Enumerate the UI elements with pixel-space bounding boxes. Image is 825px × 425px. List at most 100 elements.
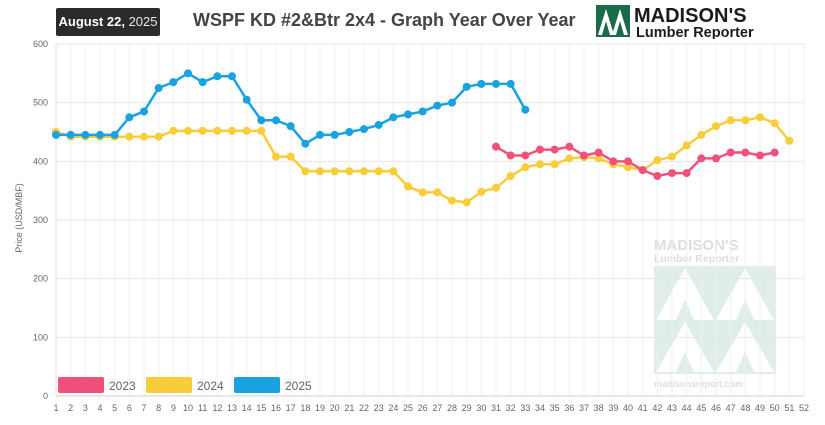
- data-point-2024: [345, 167, 354, 176]
- data-point-2024: [418, 188, 427, 197]
- x-tick-label: 1: [53, 403, 58, 413]
- x-tick-label: 44: [682, 403, 692, 413]
- data-point-2023: [609, 157, 618, 166]
- data-point-2024: [389, 167, 398, 176]
- data-point-2025: [154, 84, 163, 92]
- y-tick-label: 200: [33, 274, 48, 284]
- data-point-2025: [66, 130, 75, 139]
- data-point-2025: [286, 122, 295, 131]
- x-tick-label: 50: [770, 403, 780, 413]
- data-point-2024: [433, 188, 442, 197]
- x-tick-label: 33: [520, 403, 530, 413]
- data-point-2023: [726, 148, 735, 157]
- y-tick-label: 400: [33, 156, 48, 166]
- x-tick-label: 8: [156, 403, 161, 413]
- data-point-2024: [330, 167, 339, 176]
- data-point-2023: [741, 148, 750, 157]
- watermark-line2: Lumber Reporter: [654, 253, 739, 265]
- data-point-2024: [360, 167, 368, 176]
- data-point-2025: [301, 139, 310, 148]
- x-tick-label: 14: [242, 403, 252, 413]
- watermark-line1: MADISON'S: [654, 237, 738, 254]
- data-point-2024: [756, 113, 764, 122]
- legend-label-2024: 2024: [197, 379, 224, 393]
- data-point-2024: [301, 167, 310, 176]
- data-point-2023: [624, 157, 632, 166]
- data-point-2025: [462, 82, 471, 91]
- data-point-2024: [624, 163, 632, 172]
- data-point-2025: [272, 116, 280, 125]
- chart-series: [52, 69, 794, 207]
- data-point-2025: [96, 130, 104, 139]
- data-point-2023: [756, 151, 764, 160]
- data-point-2025: [140, 107, 148, 116]
- data-point-2023: [550, 145, 559, 154]
- legend-label-2023: 2023: [109, 379, 136, 393]
- data-point-2024: [682, 141, 691, 150]
- x-tick-label: 26: [418, 403, 428, 413]
- x-tick-label: 41: [638, 403, 648, 413]
- x-tick-label: 31: [491, 403, 501, 413]
- x-tick-label: 32: [506, 403, 516, 413]
- x-tick-label: 38: [594, 403, 604, 413]
- data-point-2024: [198, 126, 207, 135]
- data-point-2025: [506, 79, 515, 88]
- data-point-2024: [213, 126, 222, 135]
- legend-swatch-2023: [58, 377, 104, 393]
- date-year: 2025: [128, 14, 158, 29]
- data-point-2023: [521, 151, 530, 160]
- data-point-2025: [257, 116, 266, 125]
- data-point-2024: [536, 160, 544, 169]
- data-point-2024: [228, 126, 236, 135]
- x-tick-label: 42: [652, 403, 662, 413]
- x-tick-label: 9: [171, 403, 176, 413]
- data-point-2025: [360, 125, 368, 134]
- data-point-2023: [565, 142, 574, 151]
- chart-legend: 2023 2024 2025: [58, 377, 312, 393]
- data-point-2025: [213, 72, 222, 81]
- x-tick-label: 45: [696, 403, 706, 413]
- legend-item-2025: 2025: [234, 377, 312, 393]
- x-tick-label: 36: [564, 403, 574, 413]
- data-point-2024: [726, 116, 735, 125]
- x-tick-label: 40: [623, 403, 633, 413]
- x-tick-label: 12: [212, 403, 222, 413]
- data-point-2023: [536, 145, 544, 154]
- data-point-2024: [272, 152, 280, 161]
- data-point-2025: [81, 130, 90, 139]
- data-point-2025: [184, 69, 192, 78]
- data-point-2025: [198, 78, 207, 87]
- x-tick-label: 13: [227, 403, 237, 413]
- chart-title: WSPF KD #2&Btr 2x4 - Graph Year Over Yea…: [193, 10, 576, 30]
- x-tick-label: 4: [97, 403, 102, 413]
- x-tick-label: 48: [740, 403, 750, 413]
- logo-line2: Lumber Reporter: [636, 25, 754, 39]
- x-tick-label: 52: [799, 403, 809, 413]
- x-tick-label: 49: [755, 403, 765, 413]
- data-point-2024: [462, 198, 471, 207]
- legend-swatch-2025: [234, 377, 280, 393]
- y-axis: 0 100 200 300 400 500 600: [33, 39, 48, 401]
- data-point-2025: [492, 79, 500, 88]
- data-point-2024: [653, 156, 662, 165]
- data-point-2025: [418, 107, 427, 116]
- data-point-2024: [565, 154, 574, 163]
- y-tick-label: 500: [33, 98, 48, 108]
- madisons-logo: MADISON'S Lumber Reporter: [596, 5, 754, 39]
- x-tick-label: 35: [550, 403, 560, 413]
- data-point-2024: [477, 187, 486, 196]
- data-point-2023: [594, 148, 603, 157]
- data-point-2023: [770, 148, 779, 157]
- x-tick-label: 25: [403, 403, 413, 413]
- data-point-2024: [286, 152, 295, 161]
- data-point-2025: [404, 110, 412, 119]
- data-point-2024: [257, 126, 266, 135]
- y-tick-label: 300: [33, 215, 48, 225]
- data-point-2023: [712, 154, 720, 163]
- chart-grid: [55, 43, 805, 397]
- data-point-2024: [697, 130, 706, 139]
- data-point-2025: [242, 95, 251, 104]
- x-tick-label: 27: [432, 403, 442, 413]
- data-point-2024: [785, 136, 794, 145]
- data-point-2025: [521, 105, 530, 114]
